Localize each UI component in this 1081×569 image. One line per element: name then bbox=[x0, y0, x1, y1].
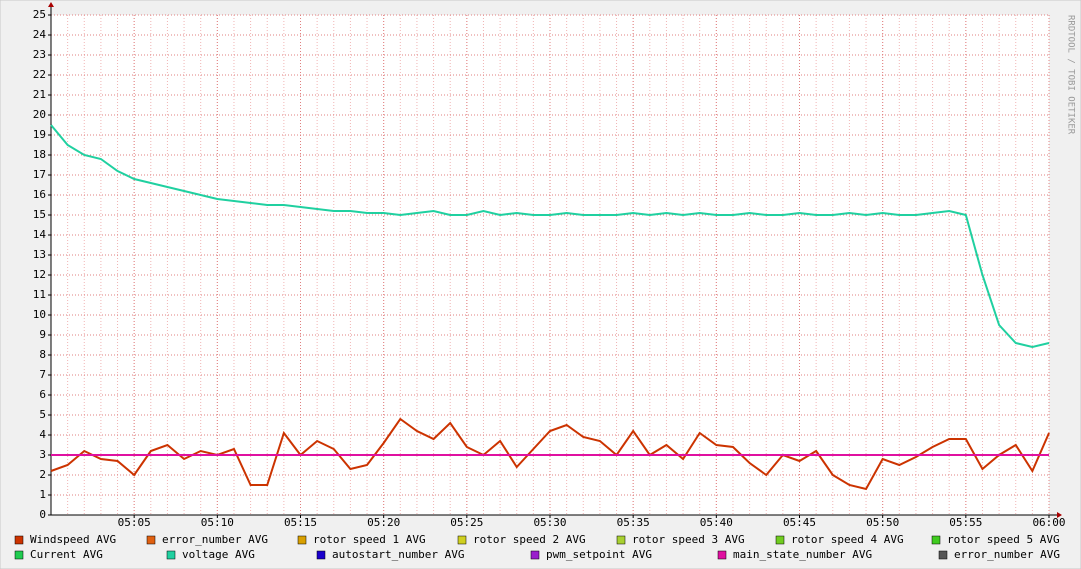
legend-label: error_number AVG bbox=[954, 548, 1060, 561]
x-tick-label: 05:55 bbox=[949, 516, 982, 529]
y-tick-label: 11 bbox=[33, 288, 46, 301]
x-tick-label: 05:45 bbox=[783, 516, 816, 529]
series-line bbox=[50, 124, 1050, 349]
y-tick-label: 19 bbox=[33, 128, 46, 141]
x-arrow bbox=[1057, 512, 1062, 518]
y-tick-label: 4 bbox=[39, 428, 46, 441]
y-tick-label: 20 bbox=[33, 108, 46, 121]
x-tick-label: 05:10 bbox=[201, 516, 234, 529]
x-tick-label: 05:15 bbox=[284, 516, 317, 529]
legend-swatch bbox=[616, 535, 626, 545]
x-tick-label: 05:35 bbox=[617, 516, 650, 529]
x-tick-label: 05:20 bbox=[367, 516, 400, 529]
x-tick-label: 05:25 bbox=[450, 516, 483, 529]
y-tick-label: 25 bbox=[33, 8, 46, 21]
x-tick-label: 05:05 bbox=[118, 516, 151, 529]
x-tick-label: 05:40 bbox=[700, 516, 733, 529]
y-arrow bbox=[48, 2, 54, 7]
legend-swatch bbox=[316, 550, 326, 560]
y-tick-label: 9 bbox=[39, 328, 46, 341]
y-tick-label: 22 bbox=[33, 68, 46, 81]
y-tick-label: 0 bbox=[39, 508, 46, 521]
legend-swatch bbox=[166, 550, 176, 560]
y-tick-label: 15 bbox=[33, 208, 46, 221]
legend-label: rotor speed 4 AVG bbox=[791, 533, 904, 546]
x-tick-label: 06:00 bbox=[1032, 516, 1065, 529]
y-tick-label: 6 bbox=[39, 388, 46, 401]
legend-label: rotor speed 5 AVG bbox=[947, 533, 1060, 546]
y-tick-label: 12 bbox=[33, 268, 46, 281]
legend-swatch bbox=[775, 535, 785, 545]
legend-label: rotor speed 3 AVG bbox=[632, 533, 745, 546]
y-tick-label: 24 bbox=[33, 28, 47, 41]
legend-swatch bbox=[457, 535, 467, 545]
legend-label: Current AVG bbox=[30, 548, 103, 561]
legend-label: main_state_number AVG bbox=[733, 548, 872, 561]
y-tick-label: 7 bbox=[39, 368, 46, 381]
legend-swatch bbox=[938, 550, 948, 560]
legend-swatch bbox=[146, 535, 156, 545]
y-tick-label: 8 bbox=[39, 348, 46, 361]
y-tick-label: 23 bbox=[33, 48, 46, 61]
y-tick-label: 21 bbox=[33, 88, 46, 101]
legend-swatch bbox=[717, 550, 727, 560]
x-tick-label: 05:30 bbox=[533, 516, 566, 529]
y-tick-label: 18 bbox=[33, 148, 46, 161]
legend-label: error_number AVG bbox=[162, 533, 268, 546]
legend-label: autostart_number AVG bbox=[332, 548, 464, 561]
legend-label: rotor speed 2 AVG bbox=[473, 533, 586, 546]
y-tick-label: 10 bbox=[33, 308, 46, 321]
y-tick-label: 1 bbox=[39, 488, 46, 501]
y-tick-label: 3 bbox=[39, 448, 46, 461]
legend-label: pwm_setpoint AVG bbox=[546, 548, 652, 561]
y-tick-label: 14 bbox=[33, 228, 47, 241]
x-tick-label: 05:50 bbox=[866, 516, 899, 529]
legend-label: rotor speed 1 AVG bbox=[313, 533, 426, 546]
y-tick-label: 16 bbox=[33, 188, 46, 201]
legend-swatch bbox=[297, 535, 307, 545]
legend-label: voltage AVG bbox=[182, 548, 255, 561]
legend-swatch bbox=[14, 535, 24, 545]
legend-swatch bbox=[931, 535, 941, 545]
y-tick-label: 5 bbox=[39, 408, 46, 421]
legend-label: Windspeed AVG bbox=[30, 533, 116, 546]
legend-swatch bbox=[530, 550, 540, 560]
y-tick-label: 17 bbox=[33, 168, 46, 181]
y-tick-label: 2 bbox=[39, 468, 46, 481]
legend-swatch bbox=[14, 550, 24, 560]
y-tick-label: 13 bbox=[33, 248, 46, 261]
watermark: RRDTOOL / TOBI OETIKER bbox=[1066, 15, 1076, 135]
